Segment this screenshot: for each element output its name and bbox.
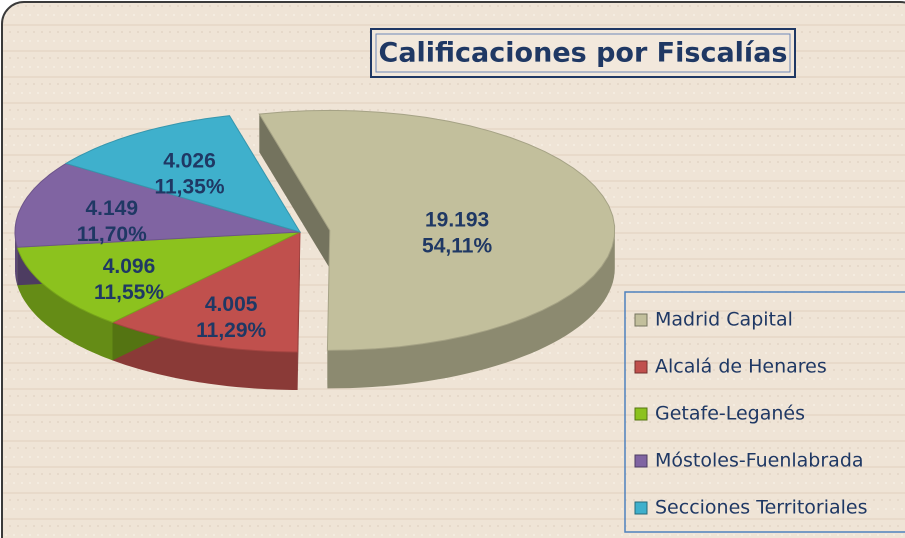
slice-side <box>17 247 113 361</box>
legend-box <box>624 291 905 533</box>
percent-label: 11,70% <box>77 223 147 246</box>
slice-side <box>327 230 615 389</box>
slice <box>16 231 301 323</box>
chart-title: Calificaciones por Fiscalías <box>379 38 788 69</box>
title-box <box>370 28 796 78</box>
percent-label: 54,11% <box>422 234 492 257</box>
slice-side <box>112 322 298 390</box>
legend-label: Getafe-Leganés <box>655 403 805 425</box>
legend-label: Secciones Territoriales <box>655 497 868 519</box>
legend-marker <box>634 501 648 515</box>
data-label: 4.026 <box>163 150 216 173</box>
legend-label: Alcalá de Henares <box>655 356 827 378</box>
legend-marker <box>634 407 648 421</box>
legend-label: Móstoles-Fuenlabrada <box>655 450 864 472</box>
legend-marker <box>634 454 648 468</box>
data-label: 4.005 <box>205 293 258 316</box>
pie: 19.193 54,11% 4.005 11,29% 4.096 11,55% 4.149 1… <box>14 109 616 390</box>
slice <box>111 231 301 353</box>
legend-marker <box>634 360 648 374</box>
slice <box>258 109 616 351</box>
legend: Madrid Capital Alcalá de Henares Getafe-Le… <box>624 291 905 533</box>
legend-label: Madrid Capital <box>655 309 793 331</box>
data-label: 4.149 <box>85 197 138 220</box>
slice-cut-face <box>259 114 330 269</box>
title-box-inner <box>375 33 791 73</box>
percent-label: 11,29% <box>196 319 266 342</box>
slice <box>64 115 302 233</box>
percent-label: 11,35% <box>154 176 224 199</box>
percent-label: 11,55% <box>94 281 164 304</box>
data-label: 4.096 <box>103 255 156 278</box>
legend-marker <box>634 313 648 327</box>
data-label: 19.193 <box>425 208 489 231</box>
slice <box>14 162 301 248</box>
